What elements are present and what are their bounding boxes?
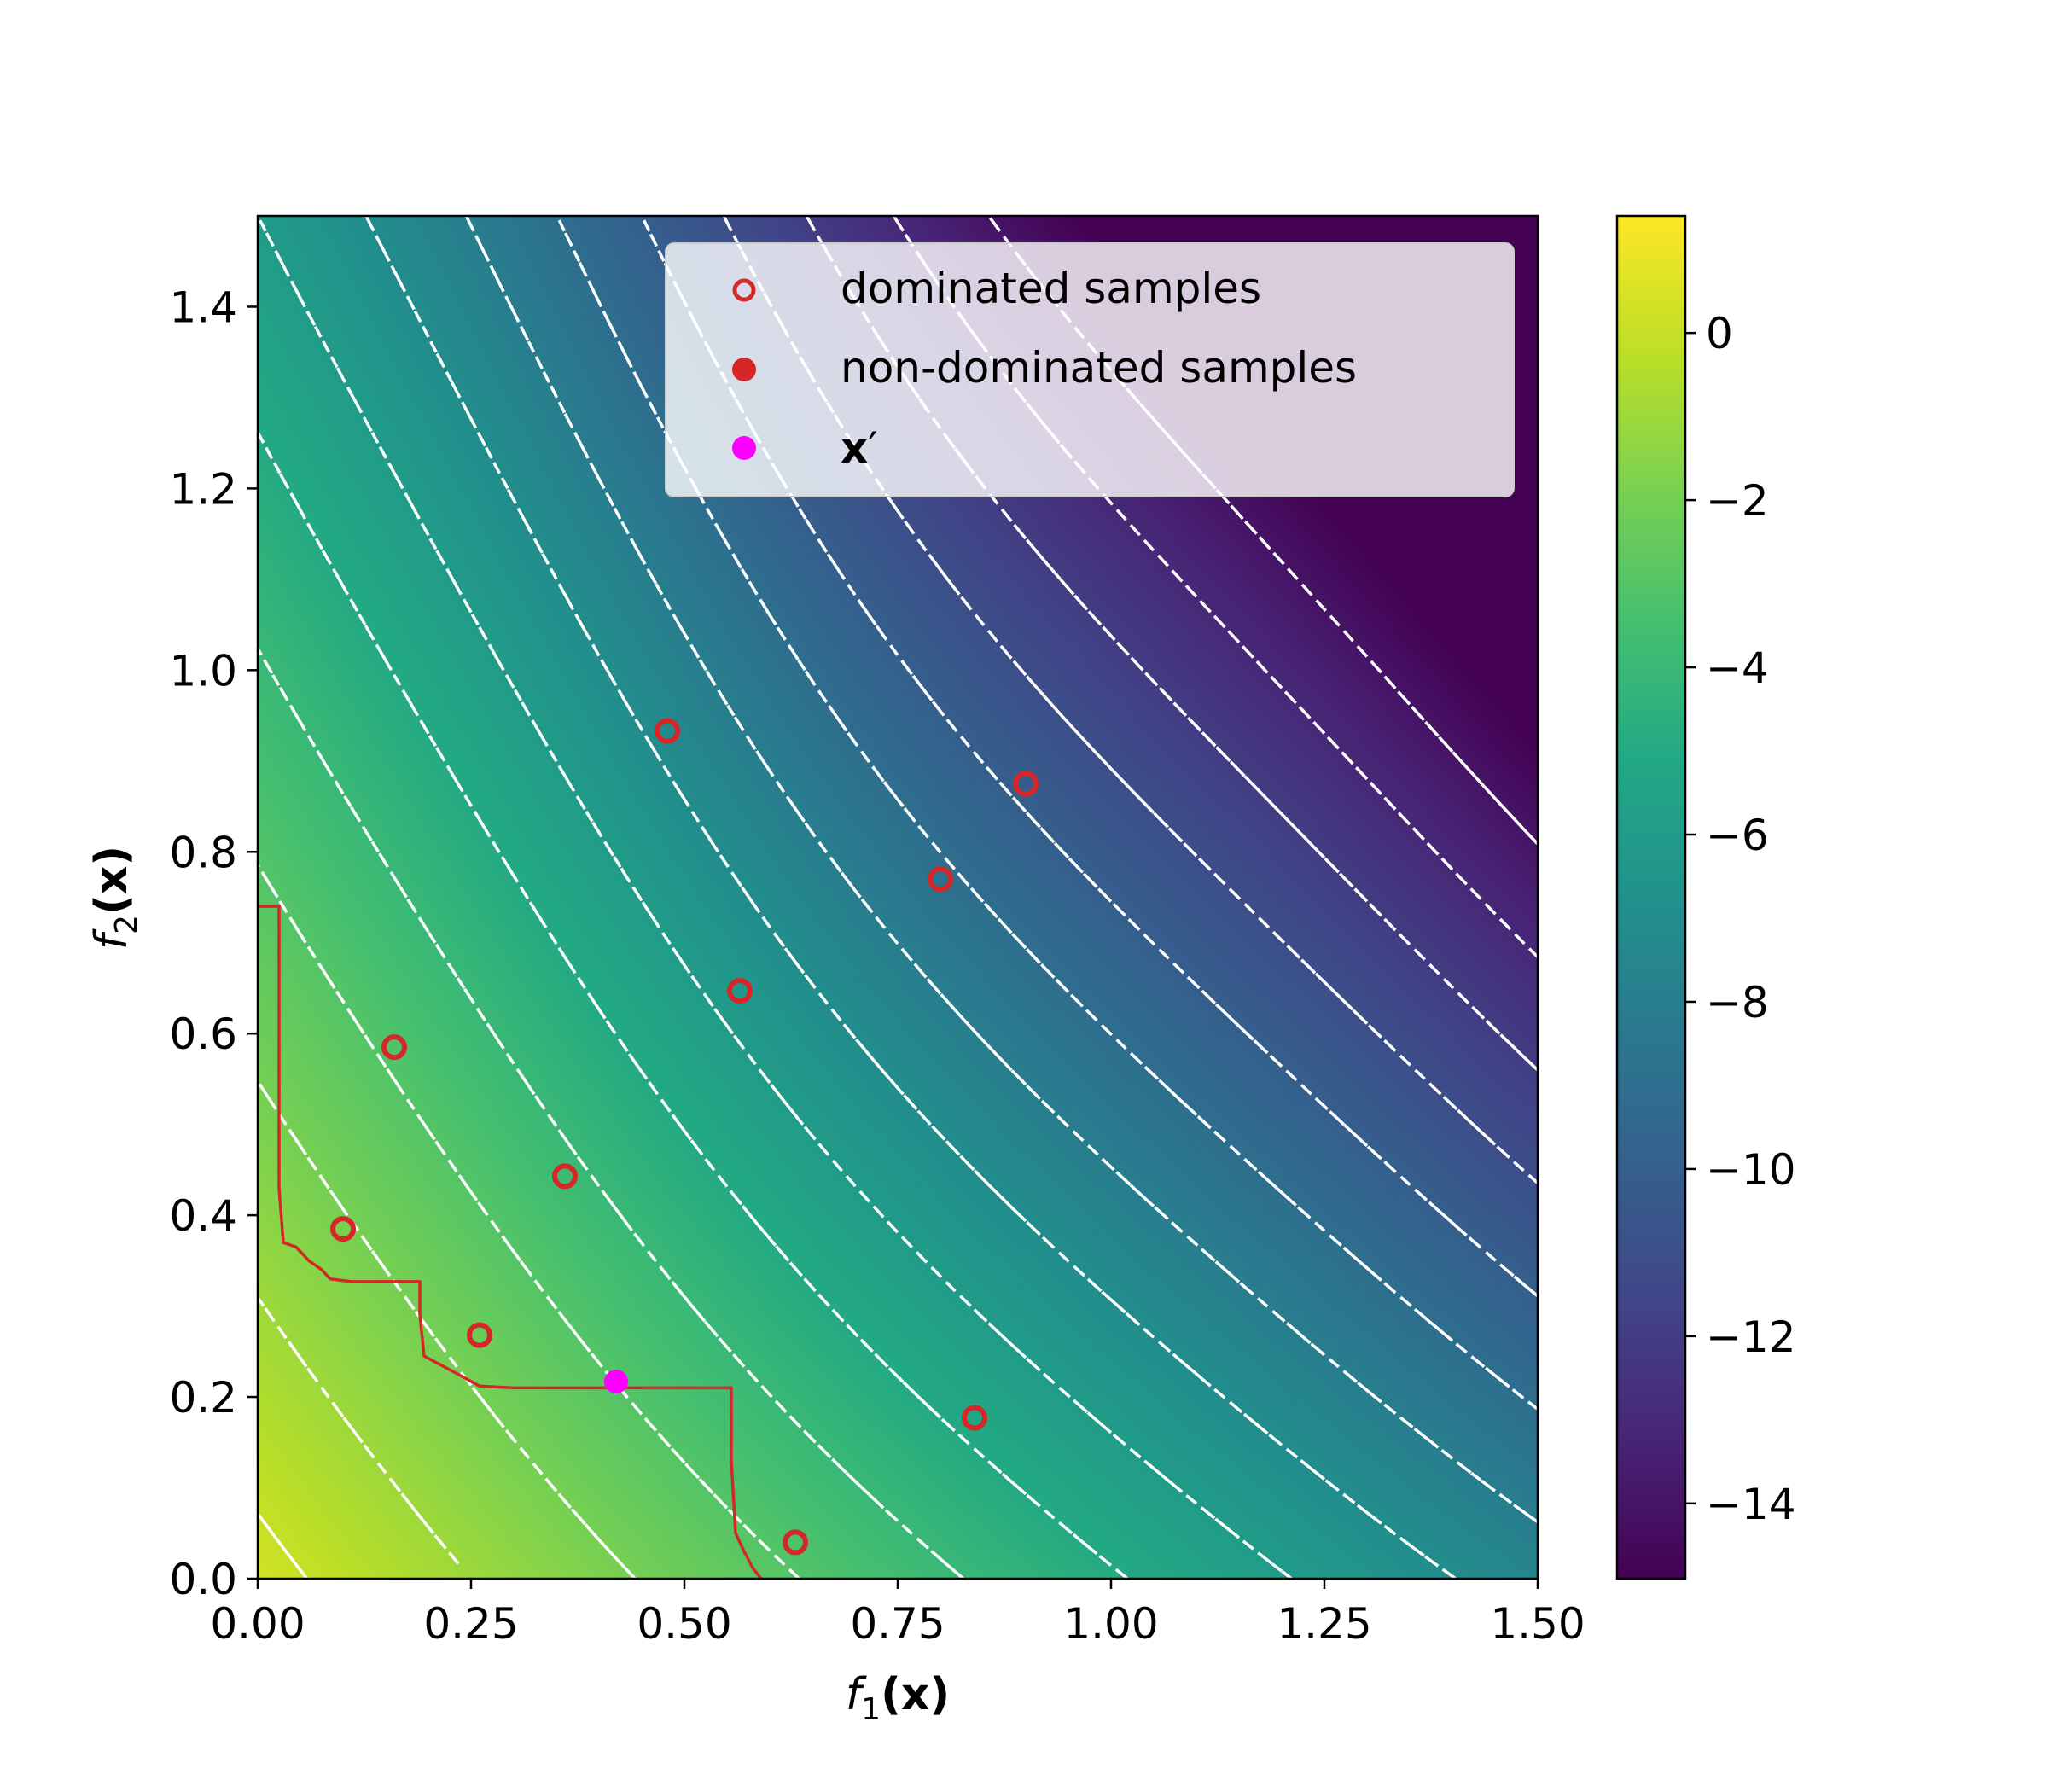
dominated-sample — [727, 978, 753, 1004]
dominated-sample — [1013, 771, 1039, 797]
colorbar-tick-label: −2 — [1706, 476, 1769, 526]
y-tick-label: 1.2 — [169, 464, 237, 514]
colorbar-tick-label: 0 — [1706, 309, 1733, 358]
legend-label-nondominated: non-dominated samples — [841, 343, 1357, 393]
samples — [330, 718, 1039, 1556]
colorbar-frame — [1615, 214, 1687, 1580]
colorbar-tick-label: −8 — [1706, 978, 1769, 1027]
colorbar-tick-label: −14 — [1706, 1480, 1796, 1529]
y-tick-label: 1.0 — [169, 646, 237, 695]
x-tick-label: 1.00 — [1063, 1599, 1158, 1649]
legend-label-x-prime: x′ — [841, 423, 878, 473]
x-tick-label: 1.50 — [1490, 1599, 1585, 1649]
x-axis-label: f1(x) — [846, 1669, 950, 1727]
legend-marker-nondominated — [732, 358, 756, 381]
dominated-sample — [928, 866, 953, 893]
pareto-frontier-line — [258, 905, 763, 1579]
y-axis-label: f2(x) — [86, 846, 144, 950]
legend: dominated samples non-dominated samples … — [665, 242, 1515, 497]
dominated-sample — [552, 1163, 578, 1190]
legend-label-dominated: dominated samples — [841, 264, 1261, 313]
contour-line — [258, 648, 965, 1579]
legend-marker-dominated — [732, 278, 756, 302]
dominated-sample — [467, 1322, 492, 1348]
contour-line — [364, 216, 1457, 1579]
x-tick-label: 0.00 — [210, 1599, 305, 1649]
x-tick-label: 0.75 — [850, 1599, 945, 1649]
contour-line — [556, 216, 1538, 1411]
x-axis: 0.00 0.25 0.50 0.75 1.00 1.25 1.50 — [210, 1579, 1585, 1649]
y-tick-label: 0.2 — [169, 1373, 237, 1423]
contour-line — [464, 216, 1538, 1524]
colorbar-tick-label: −12 — [1706, 1312, 1796, 1362]
dominated-sample — [655, 718, 680, 744]
colorbar-tick-label: −10 — [1706, 1145, 1796, 1195]
y-tick-label: 0.6 — [169, 1009, 237, 1059]
colorbar-ticks: 0 −2 −4 −6 −8 −10 −12 −14 — [1685, 309, 1796, 1529]
contour-line — [258, 1512, 309, 1579]
pareto-frontier — [258, 905, 763, 1579]
y-tick-label: 0.4 — [169, 1191, 237, 1241]
contour-line — [258, 1296, 460, 1565]
y-tick-label: 0.8 — [169, 828, 237, 877]
legend-marker-x-prime — [732, 436, 756, 460]
x-tick-label: 1.25 — [1277, 1599, 1371, 1649]
dominated-sample — [962, 1405, 987, 1431]
x-tick-label: 0.50 — [637, 1599, 731, 1649]
dominated-sample — [330, 1216, 356, 1242]
legend-box — [665, 242, 1515, 497]
contour-line — [258, 216, 1293, 1579]
colorbar: 0 −2 −4 −6 −8 −10 −12 −14 — [1615, 214, 1796, 1580]
x-tick-label: 0.25 — [423, 1599, 518, 1649]
colorbar-tick-label: −4 — [1706, 643, 1769, 693]
colorbar-tick-label: −6 — [1706, 811, 1769, 860]
y-tick-label: 1.4 — [169, 282, 237, 332]
dominated-sample — [381, 1034, 407, 1061]
dominated-sample — [783, 1529, 808, 1556]
x-prime-point — [604, 1369, 628, 1393]
colorbar-gradient — [1617, 216, 1685, 1579]
contour-line — [258, 431, 1129, 1579]
y-tick-label: 0.0 — [169, 1555, 237, 1604]
contour-line — [258, 1080, 637, 1579]
y-axis: 0.0 0.2 0.4 0.6 0.8 1.0 1.2 1.4 — [169, 282, 258, 1604]
